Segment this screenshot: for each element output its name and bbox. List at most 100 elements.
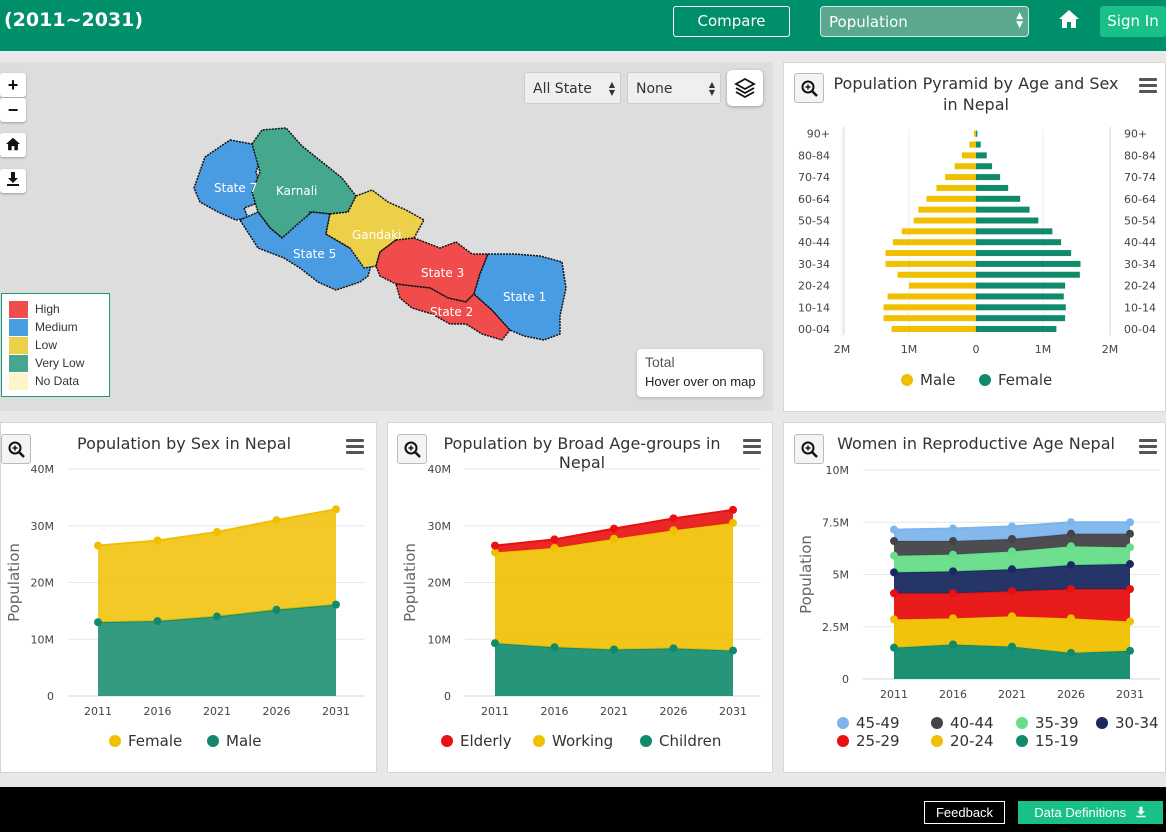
map-panel[interactable]: + − All State ▲ ▼ None ▲ ▼ State 7 <box>0 62 773 411</box>
y-tick-label: 0 <box>444 690 451 703</box>
x-tick-label: 2016 <box>541 705 569 718</box>
pyramid-bar-female <box>976 163 993 170</box>
data-point <box>729 505 737 514</box>
zoom-chart-button[interactable] <box>1 434 31 464</box>
y-axis-title: Population <box>797 535 815 614</box>
pyramid-bar-female <box>976 293 1064 300</box>
chart-menu-button[interactable] <box>741 435 763 457</box>
legend-item: Low <box>9 336 109 354</box>
pyramid-bar-female <box>976 260 1081 267</box>
legend-label: Children <box>659 732 721 750</box>
layers-button[interactable] <box>727 70 763 106</box>
y-tick-label: 5M <box>833 569 850 582</box>
pyramid-bar-male <box>901 228 976 235</box>
map-info-box: Total Hover over on map <box>637 349 763 397</box>
state-label: State 1 <box>503 290 546 304</box>
data-point <box>332 600 340 609</box>
nepal-map[interactable]: State 7 Karnali State 5 Gandaki State 3 … <box>0 62 773 411</box>
y-tick-label: 30M <box>428 520 452 533</box>
zoom-chart-button[interactable] <box>794 73 824 103</box>
layers-icon <box>734 77 756 99</box>
data-point <box>213 527 221 536</box>
x-tick-label: 2011 <box>481 705 509 718</box>
state-filter-value: All State <box>533 81 592 97</box>
x-tick-label: 2011 <box>880 688 908 701</box>
pyramid-bar-male <box>885 250 976 257</box>
legend-label: Very Low <box>35 356 85 370</box>
state-label: State 7 <box>214 181 257 195</box>
footer: Feedback Data Definitions <box>0 787 1166 832</box>
data-point <box>1067 648 1075 657</box>
hamburger-menu-icon <box>1139 439 1157 454</box>
data-point <box>890 643 898 652</box>
state-1-region[interactable] <box>473 253 567 341</box>
zoom-in-icon <box>8 441 25 458</box>
download-button[interactable] <box>0 169 26 193</box>
zoom-in-button[interactable]: + <box>0 73 26 97</box>
chart-menu-button[interactable] <box>1137 435 1159 457</box>
pyramid-chart[interactable]: 2M 1M 0 1M 2M 00-04 00-04 10-14 10-14 20-24 20-24 3… <box>784 63 1166 413</box>
data-point <box>890 551 898 560</box>
data-point <box>1067 518 1075 527</box>
sex-panel: Population by Sex in Nepal 0 10M 20M 30M 40M… <box>0 422 377 773</box>
y-tick-label: 80-84 <box>798 149 830 162</box>
data-point <box>729 518 737 527</box>
legend-label: Medium <box>35 320 78 334</box>
area-series <box>98 509 336 623</box>
state-label: Gandaki <box>352 228 402 242</box>
hamburger-menu-icon <box>346 439 364 454</box>
download-icon <box>1136 806 1146 818</box>
data-point <box>669 514 678 523</box>
state-2-region[interactable] <box>395 283 511 341</box>
data-point <box>491 639 499 648</box>
y-tick-label: 40M <box>428 463 452 476</box>
y-tick-label: 50-54 <box>798 215 830 228</box>
zoom-out-button[interactable]: − <box>0 98 26 122</box>
chart-menu-button[interactable] <box>1137 74 1159 96</box>
state-7-region[interactable] <box>193 139 263 221</box>
data-point <box>669 644 678 653</box>
data-point <box>1126 560 1134 569</box>
reproductive-chart[interactable]: 0 2.5M 5M 7.5M 10M 2011 2016 2021 2026 2031 Popula… <box>784 423 1166 774</box>
zoom-chart-button[interactable] <box>397 434 427 464</box>
x-tick-label: 2021 <box>600 705 628 718</box>
pyramid-bar-male <box>887 293 976 300</box>
legend-label: Working <box>552 732 613 750</box>
pyramid-bar-female <box>976 141 981 148</box>
legend-label: High <box>35 302 60 316</box>
zoom-in-icon <box>801 80 818 97</box>
area-series <box>495 522 733 651</box>
zoom-chart-button[interactable] <box>794 434 824 464</box>
info-text: Hover over on map <box>645 374 756 389</box>
legend-swatch <box>9 318 28 336</box>
home-icon[interactable] <box>1058 9 1080 31</box>
sign-in-button[interactable]: Sign In <box>1100 6 1166 37</box>
y-tick-label: 10M <box>428 633 452 646</box>
data-point <box>949 524 957 533</box>
x-tick-label: 2026 <box>660 705 688 718</box>
data-point <box>1008 522 1016 531</box>
compare-button[interactable]: Compare <box>673 6 790 37</box>
state-label: Karnali <box>276 184 317 198</box>
pyramid-bar-female <box>976 271 1080 278</box>
y-tick-label: 20-24 <box>798 280 830 293</box>
state-filter-select[interactable]: All State ▲ ▼ <box>524 72 621 104</box>
overlay-filter-select[interactable]: None ▲ ▼ <box>627 72 721 104</box>
indicator-select[interactable]: Population ▲ ▼ <box>820 6 1029 37</box>
state-label: State 3 <box>421 266 464 280</box>
pyramid-bar-male <box>897 271 976 278</box>
map-home-button[interactable] <box>0 133 26 157</box>
data-point <box>1126 646 1134 655</box>
feedback-button[interactable]: Feedback <box>924 801 1005 824</box>
data-point <box>949 640 957 649</box>
state-3-region[interactable] <box>375 237 489 303</box>
hamburger-menu-icon <box>743 439 761 454</box>
y-tick-label: 20-24 <box>1124 280 1156 293</box>
chart-menu-button[interactable] <box>344 435 366 457</box>
data-definitions-button[interactable]: Data Definitions <box>1018 801 1163 824</box>
legend-marker <box>837 735 849 747</box>
x-tick-label: 2M <box>834 343 851 356</box>
legend-marker <box>109 735 121 747</box>
